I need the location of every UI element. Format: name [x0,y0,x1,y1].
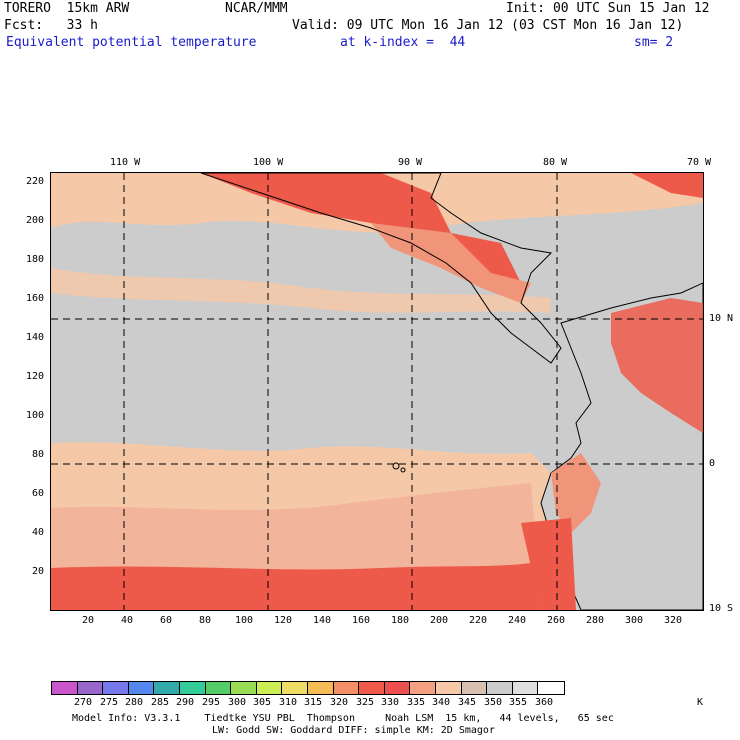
forecast-hour: Fcst: 33 h [4,18,98,33]
colorbar-swatch [154,682,180,694]
colorbar-label: 310 [279,697,298,708]
x-tick: 180 [391,615,410,626]
colorbar-swatch [52,682,78,694]
x-tick: 120 [274,615,293,626]
colorbar [51,681,565,695]
x-tick: 260 [547,615,566,626]
lat-label-0: 0 [709,458,716,469]
x-tick: 20 [82,615,95,626]
field-name: Equivalent potential temperature [6,35,257,50]
y-tick: 100 [26,410,45,421]
colorbar-label: 325 [356,697,375,708]
hot-band-south [51,563,541,610]
colorbar-swatch [307,682,334,694]
colorbar-label: 305 [253,697,272,708]
valid-time: Valid: 09 UTC Mon 16 Jan 12 (03 CST Mon … [292,18,684,33]
colorbar-swatch [128,682,155,694]
coastline-central-america [200,173,562,364]
hot-region-venezuela [611,298,703,433]
y-tick: 80 [32,449,45,460]
y-tick: 160 [26,293,45,304]
x-tick: 60 [160,615,173,626]
hot-region-caribbean [631,173,703,198]
x-tick: 300 [625,615,644,626]
x-tick: 240 [508,615,527,626]
colorbar-label: 350 [484,697,503,708]
colorbar-label: 335 [407,697,426,708]
lat-label-10s: 10 S [709,603,734,614]
physics-info: LW: Godd SW: Goddard DIFF: simple KM: 2D… [212,725,495,736]
smoothing-label: sm= 2 [634,35,674,50]
colorbar-swatch [333,682,360,694]
colorbar-swatch [359,682,385,694]
x-tick: 220 [469,615,488,626]
lon-label-110w: 110 W [110,157,141,168]
hot-region-peru-coast [521,518,576,610]
lon-label-80w: 80 W [543,157,568,168]
galapagos-island [400,467,406,473]
colorbar-swatch [256,682,283,694]
colorbar-swatch [205,682,232,694]
colorbar-label: 295 [202,697,221,708]
lat-label-10n: 10 N [709,313,734,324]
y-tick: 20 [32,566,45,577]
y-tick: 60 [32,488,45,499]
colorbar-swatch [410,682,436,694]
colorbar-label: 320 [330,697,349,708]
x-tick: 140 [313,615,332,626]
model-info: Model Info: V3.3.1 Tiedtke YSU PBL Thomp… [72,713,614,724]
warm-band-mid [51,268,551,313]
colorbar-label: 275 [100,697,119,708]
x-tick: 160 [352,615,371,626]
colorbar-label: 330 [381,697,400,708]
colorbar-label: 300 [228,697,247,708]
colorbar-swatch [538,682,564,694]
theta-e-map [50,172,704,611]
colorbar-swatch [231,682,257,694]
hot-region-mexico [201,173,521,283]
y-tick: 120 [26,371,45,382]
galapagos-island [392,462,400,470]
colorbar-swatch [179,682,206,694]
colorbar-swatch [384,682,411,694]
colorbar-swatch [487,682,513,694]
x-tick: 200 [430,615,449,626]
colorbar-label: 290 [176,697,195,708]
colorbar-swatch [461,682,488,694]
x-tick: 320 [664,615,683,626]
colorbar-swatch [512,682,539,694]
colorbar-label: 315 [304,697,323,708]
colorbar-label: 340 [432,697,451,708]
colorbar-swatch [435,682,462,694]
y-tick: 220 [26,176,45,187]
colorbar-unit: K [697,697,704,708]
model-title: TORERO 15km ARW [4,1,130,16]
warm-region-ecuador [551,453,601,533]
lon-label-100w: 100 W [253,157,284,168]
y-tick: 140 [26,332,45,343]
colorbar-swatch [77,682,104,694]
colorbar-swatch [282,682,308,694]
x-tick: 40 [121,615,134,626]
colorbar-label: 270 [74,697,93,708]
x-tick: 280 [586,615,605,626]
colorbar-label: 285 [151,697,170,708]
init-time: Init: 00 UTC Sun 15 Jan 12 [506,1,710,16]
y-tick: 40 [32,527,45,538]
x-tick: 80 [199,615,212,626]
organization-label: NCAR/MMM [225,1,288,16]
x-tick: 100 [235,615,254,626]
lon-label-70w: 70 W [687,157,712,168]
colorbar-label: 345 [458,697,477,708]
y-tick: 180 [26,254,45,265]
y-tick: 200 [26,215,45,226]
colorbar-label: 360 [535,697,554,708]
lon-label-90w: 90 W [398,157,423,168]
level-label: at k-index = 44 [340,35,466,50]
colorbar-label: 355 [509,697,528,708]
colorbar-swatch [103,682,129,694]
colorbar-label: 280 [125,697,144,708]
